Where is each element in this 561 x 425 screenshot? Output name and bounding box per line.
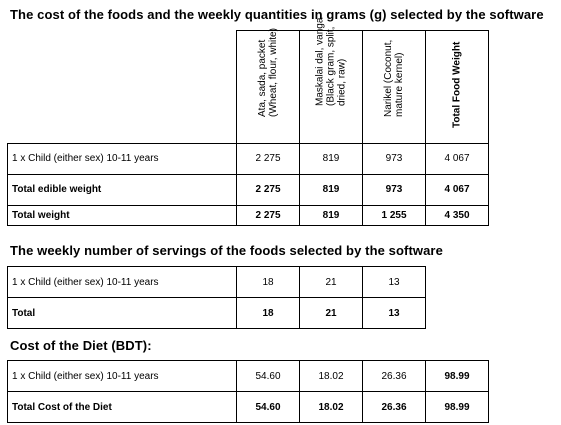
cell-value: 2 275 [236,204,300,226]
header-ata-line1: Ata, sada, packet [257,39,268,117]
cell-value: 18.02 [299,391,363,423]
cell-value: 98.99 [425,360,489,392]
cell-value: 26.36 [362,360,426,392]
cell-value: 973 [362,173,426,206]
cell-value: 98.99 [425,391,489,423]
header-blank-cell [7,30,237,144]
cell-value: 4 350 [425,204,489,226]
cell-value: 18.02 [299,360,363,392]
row-label: 1 x Child (either sex) 10-11 years [7,266,237,298]
section2-title: The weekly number of servings of the foo… [10,243,443,258]
cell-value: 1 255 [362,204,426,226]
row-label: Total Cost of the Diet [7,391,237,423]
header-narikel-line2: mature kernel) [394,52,405,117]
row-label: 1 x Child (either sex) 10-11 years [7,142,237,175]
table-row: Total edible weight 2 275 819 973 4 067 [7,173,489,206]
cost-table: 1 x Child (either sex) 10-11 years 54.60… [7,360,489,423]
cell-value: 13 [362,297,426,329]
header-ata-line2: (Wheat, flour, white) [268,27,279,117]
cell-value: 819 [299,204,363,226]
cell-value: 4 067 [425,142,489,175]
header-maskalai-line3: dried, raw) [336,58,348,106]
table-row: 1 x Child (either sex) 10-11 years 18 21… [7,266,426,298]
row-label: 1 x Child (either sex) 10-11 years [7,360,237,392]
header-maskalai-line1: Maskalai dal, vanga [314,17,326,106]
cell-value: 4 067 [425,173,489,206]
cell-value: 21 [299,297,363,329]
cell-value: 26.36 [362,391,426,423]
table-row: Total weight 2 275 819 1 255 4 350 [7,204,489,226]
header-narikel-line1: Narikel (Coconut, [383,39,394,117]
table-row: Total 18 21 13 [7,297,426,329]
servings-table: 1 x Child (either sex) 10-11 years 18 21… [7,266,426,329]
row-label: Total edible weight [7,173,237,206]
cell-value: 819 [299,173,363,206]
cell-value: 2 275 [236,173,300,206]
header-maskalai: Maskalai dal, vanga (Black gram, split, … [299,17,363,144]
section1-title: The cost of the foods and the weekly qua… [10,7,544,22]
cell-value: 21 [299,266,363,298]
header-ata: Ata, sada, packet (Wheat, flour, white) [236,27,300,144]
cell-value: 973 [362,142,426,175]
row-label: Total [7,297,237,329]
cell-value: 54.60 [236,391,300,423]
table-row: Total Cost of the Diet 54.60 18.02 26.36… [7,391,489,423]
weights-header-row: Ata, sada, packet (Wheat, flour, white) … [7,17,489,144]
cell-value: 54.60 [236,360,300,392]
table-row: 1 x Child (either sex) 10-11 years 54.60… [7,360,489,392]
table-row: 1 x Child (either sex) 10-11 years 2 275… [7,142,489,175]
cell-value: 819 [299,142,363,175]
cell-value: 2 275 [236,142,300,175]
cell-value: 13 [362,266,426,298]
section3-title: Cost of the Diet (BDT): [10,338,152,353]
weights-table: Ata, sada, packet (Wheat, flour, white) … [7,17,489,226]
cell-value: 18 [236,297,300,329]
cell-value: 18 [236,266,300,298]
header-maskalai-line2: (Black gram, split, [325,26,337,106]
header-total-food-weight: Total Food Weight [425,30,489,144]
header-narikel: Narikel (Coconut, mature kernel) [362,30,426,144]
row-label: Total weight [7,204,237,226]
header-total-food-weight-line1: Total Food Weight [451,41,463,128]
